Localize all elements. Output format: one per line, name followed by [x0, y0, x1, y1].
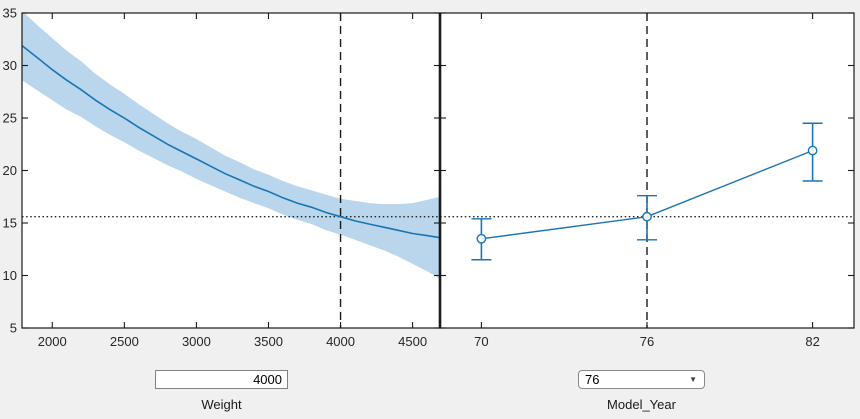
y-tick-label: 30 — [3, 58, 17, 73]
y-tick-label: 35 — [3, 6, 17, 21]
model-year-dropdown[interactable]: 76 ▼ — [578, 370, 705, 389]
x-tick-label: 4500 — [398, 334, 427, 349]
weight-label: Weight — [201, 397, 242, 412]
x-tick-label: 3500 — [254, 334, 283, 349]
y-tick-label: 20 — [3, 163, 17, 178]
x-tick-label: 2500 — [110, 334, 139, 349]
prediction-curve — [21, 44, 441, 239]
x-tick-label: 70 — [474, 334, 488, 349]
data-point-marker — [476, 233, 487, 244]
chevron-down-icon: ▼ — [689, 374, 697, 384]
y-tick-label: 25 — [3, 111, 17, 126]
y-tick-label: 10 — [3, 268, 17, 283]
y-tick-label: 15 — [3, 216, 17, 231]
x-tick-label: 2000 — [38, 334, 67, 349]
x-tick-label: 76 — [640, 334, 654, 349]
data-point-marker — [807, 145, 818, 156]
confidence-band — [22, 13, 440, 279]
weight-input[interactable] — [155, 370, 288, 389]
x-tick-label: 4000 — [326, 334, 355, 349]
x-tick-label: 3000 — [182, 334, 211, 349]
x-tick-label: 82 — [805, 334, 819, 349]
data-point-marker — [642, 211, 652, 222]
model-year-label: Model_Year — [607, 397, 676, 412]
y-tick-label: 5 — [10, 321, 17, 336]
model-year-selected-value: 76 — [585, 372, 600, 387]
